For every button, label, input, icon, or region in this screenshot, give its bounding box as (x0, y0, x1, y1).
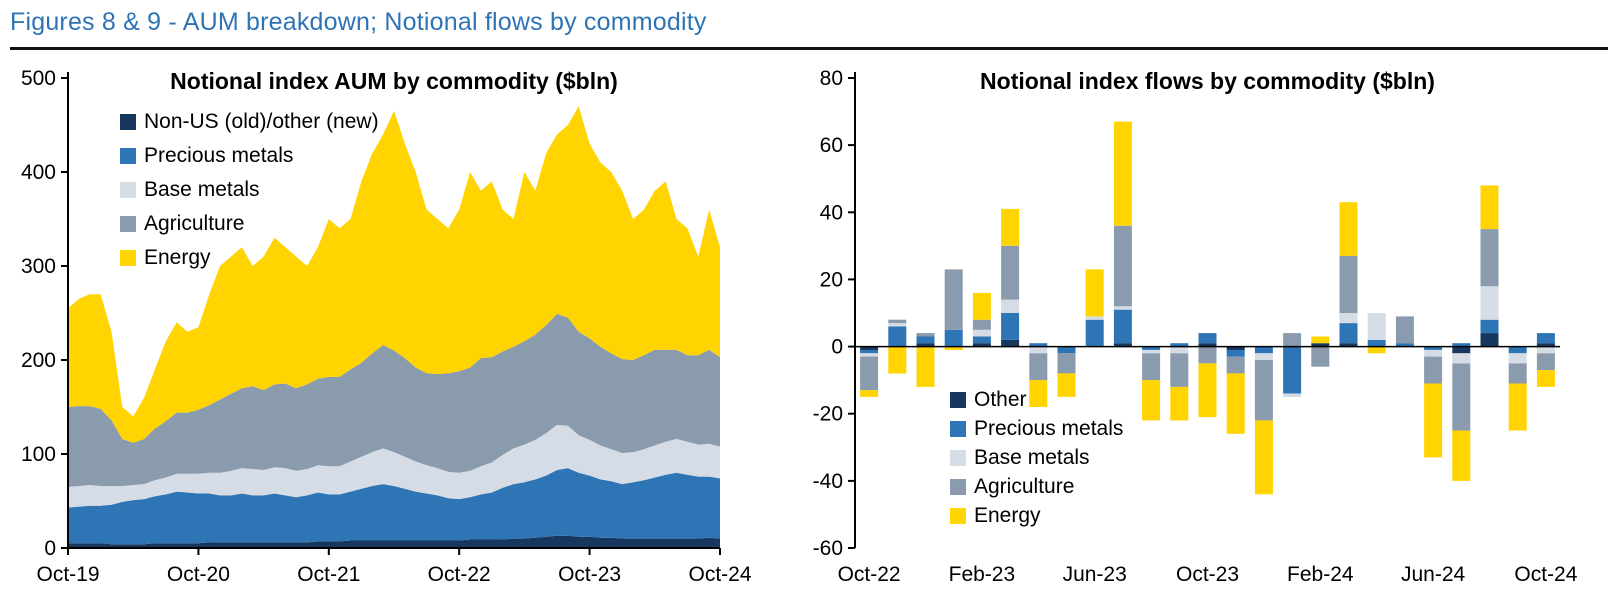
svg-text:20: 20 (820, 268, 843, 291)
legend-label: Non-US (old)/other (new) (144, 110, 379, 133)
legend-item: Energy (950, 504, 1123, 528)
svg-text:Oct-23: Oct-23 (558, 563, 621, 586)
svg-text:Oct-21: Oct-21 (297, 563, 360, 586)
svg-text:Oct-24: Oct-24 (1514, 563, 1577, 586)
svg-text:Oct-23: Oct-23 (1176, 563, 1239, 586)
legend-swatch (950, 450, 966, 466)
svg-text:400: 400 (21, 161, 56, 184)
svg-text:Oct-24: Oct-24 (688, 563, 751, 586)
legend-swatch (950, 508, 966, 524)
svg-text:0: 0 (831, 336, 843, 359)
svg-text:Jun-23: Jun-23 (1063, 563, 1127, 586)
svg-text:40: 40 (820, 201, 843, 224)
chart-flows: -60 -40 -20 0 20 40 60 80 Oct-22 Feb-23 Jun-23 Oct-… (800, 58, 1618, 608)
svg-text:Oct-22: Oct-22 (428, 563, 491, 586)
legend-flows: Other Precious metals Base metals Agricultu… (950, 388, 1123, 533)
legend-swatch (950, 392, 966, 408)
chart-aum: 0 100 200 300 400 500 Oct-19 Oct-20 Oct-21 Oct-22… (8, 58, 778, 608)
svg-text:-60: -60 (813, 537, 843, 560)
legend-label: Base metals (974, 446, 1090, 469)
legend-swatch (120, 216, 136, 232)
svg-text:-40: -40 (813, 470, 843, 493)
svg-text:Jun-24: Jun-24 (1401, 563, 1466, 586)
figure-caption: Figures 8 & 9 - AUM breakdown; Notional … (10, 8, 707, 36)
svg-text:Oct-20: Oct-20 (167, 563, 230, 586)
svg-text:100: 100 (21, 443, 56, 466)
svg-text:200: 200 (21, 349, 56, 372)
legend-label: Energy (144, 246, 211, 269)
legend-swatch (950, 421, 966, 437)
svg-text:500: 500 (21, 67, 56, 90)
svg-text:Feb-23: Feb-23 (949, 563, 1016, 586)
legend-label: Energy (974, 504, 1041, 527)
chart-title-flows: Notional index flows by commodity ($bln) (980, 68, 1435, 94)
svg-text:Feb-24: Feb-24 (1287, 563, 1354, 586)
svg-text:Oct-22: Oct-22 (838, 563, 901, 586)
flows-stacked-bar-chart: -60 -40 -20 0 20 40 60 80 Oct-22 Feb-23 Jun-23 Oct-… (813, 67, 1578, 586)
legend-label: Agriculture (144, 212, 245, 235)
svg-text:Oct-19: Oct-19 (36, 563, 99, 586)
legend-swatch (950, 479, 966, 495)
legend-item: Base metals (950, 446, 1123, 470)
legend-label: Other (974, 388, 1027, 411)
legend-label: Precious metals (144, 144, 294, 167)
legend-aum: Non-US (old)/other (new) Precious metals B… (120, 110, 379, 280)
chart-title-aum: Notional index AUM by commodity ($bln) (170, 68, 618, 94)
legend-item: Other (950, 388, 1123, 412)
divider (10, 47, 1608, 50)
legend-label: Agriculture (974, 475, 1075, 498)
legend-swatch (120, 148, 136, 164)
legend-label: Base metals (144, 178, 260, 201)
svg-text:80: 80 (820, 67, 843, 90)
legend-item: Non-US (old)/other (new) (120, 110, 379, 134)
legend-item: Agriculture (120, 212, 379, 236)
legend-item: Agriculture (950, 475, 1123, 499)
legend-item: Precious metals (950, 417, 1123, 441)
aum-stacked-area-chart: 0 100 200 300 400 500 Oct-19 Oct-20 Oct-21 Oct-22… (21, 67, 752, 586)
svg-text:300: 300 (21, 255, 56, 278)
legend-item: Energy (120, 246, 379, 270)
legend-item: Precious metals (120, 144, 379, 168)
svg-text:0: 0 (44, 537, 56, 560)
legend-swatch (120, 182, 136, 198)
svg-text:-20: -20 (813, 403, 843, 426)
legend-swatch (120, 114, 136, 130)
legend-swatch (120, 250, 136, 266)
legend-label: Precious metals (974, 417, 1124, 440)
svg-text:60: 60 (820, 134, 843, 157)
legend-item: Base metals (120, 178, 379, 202)
